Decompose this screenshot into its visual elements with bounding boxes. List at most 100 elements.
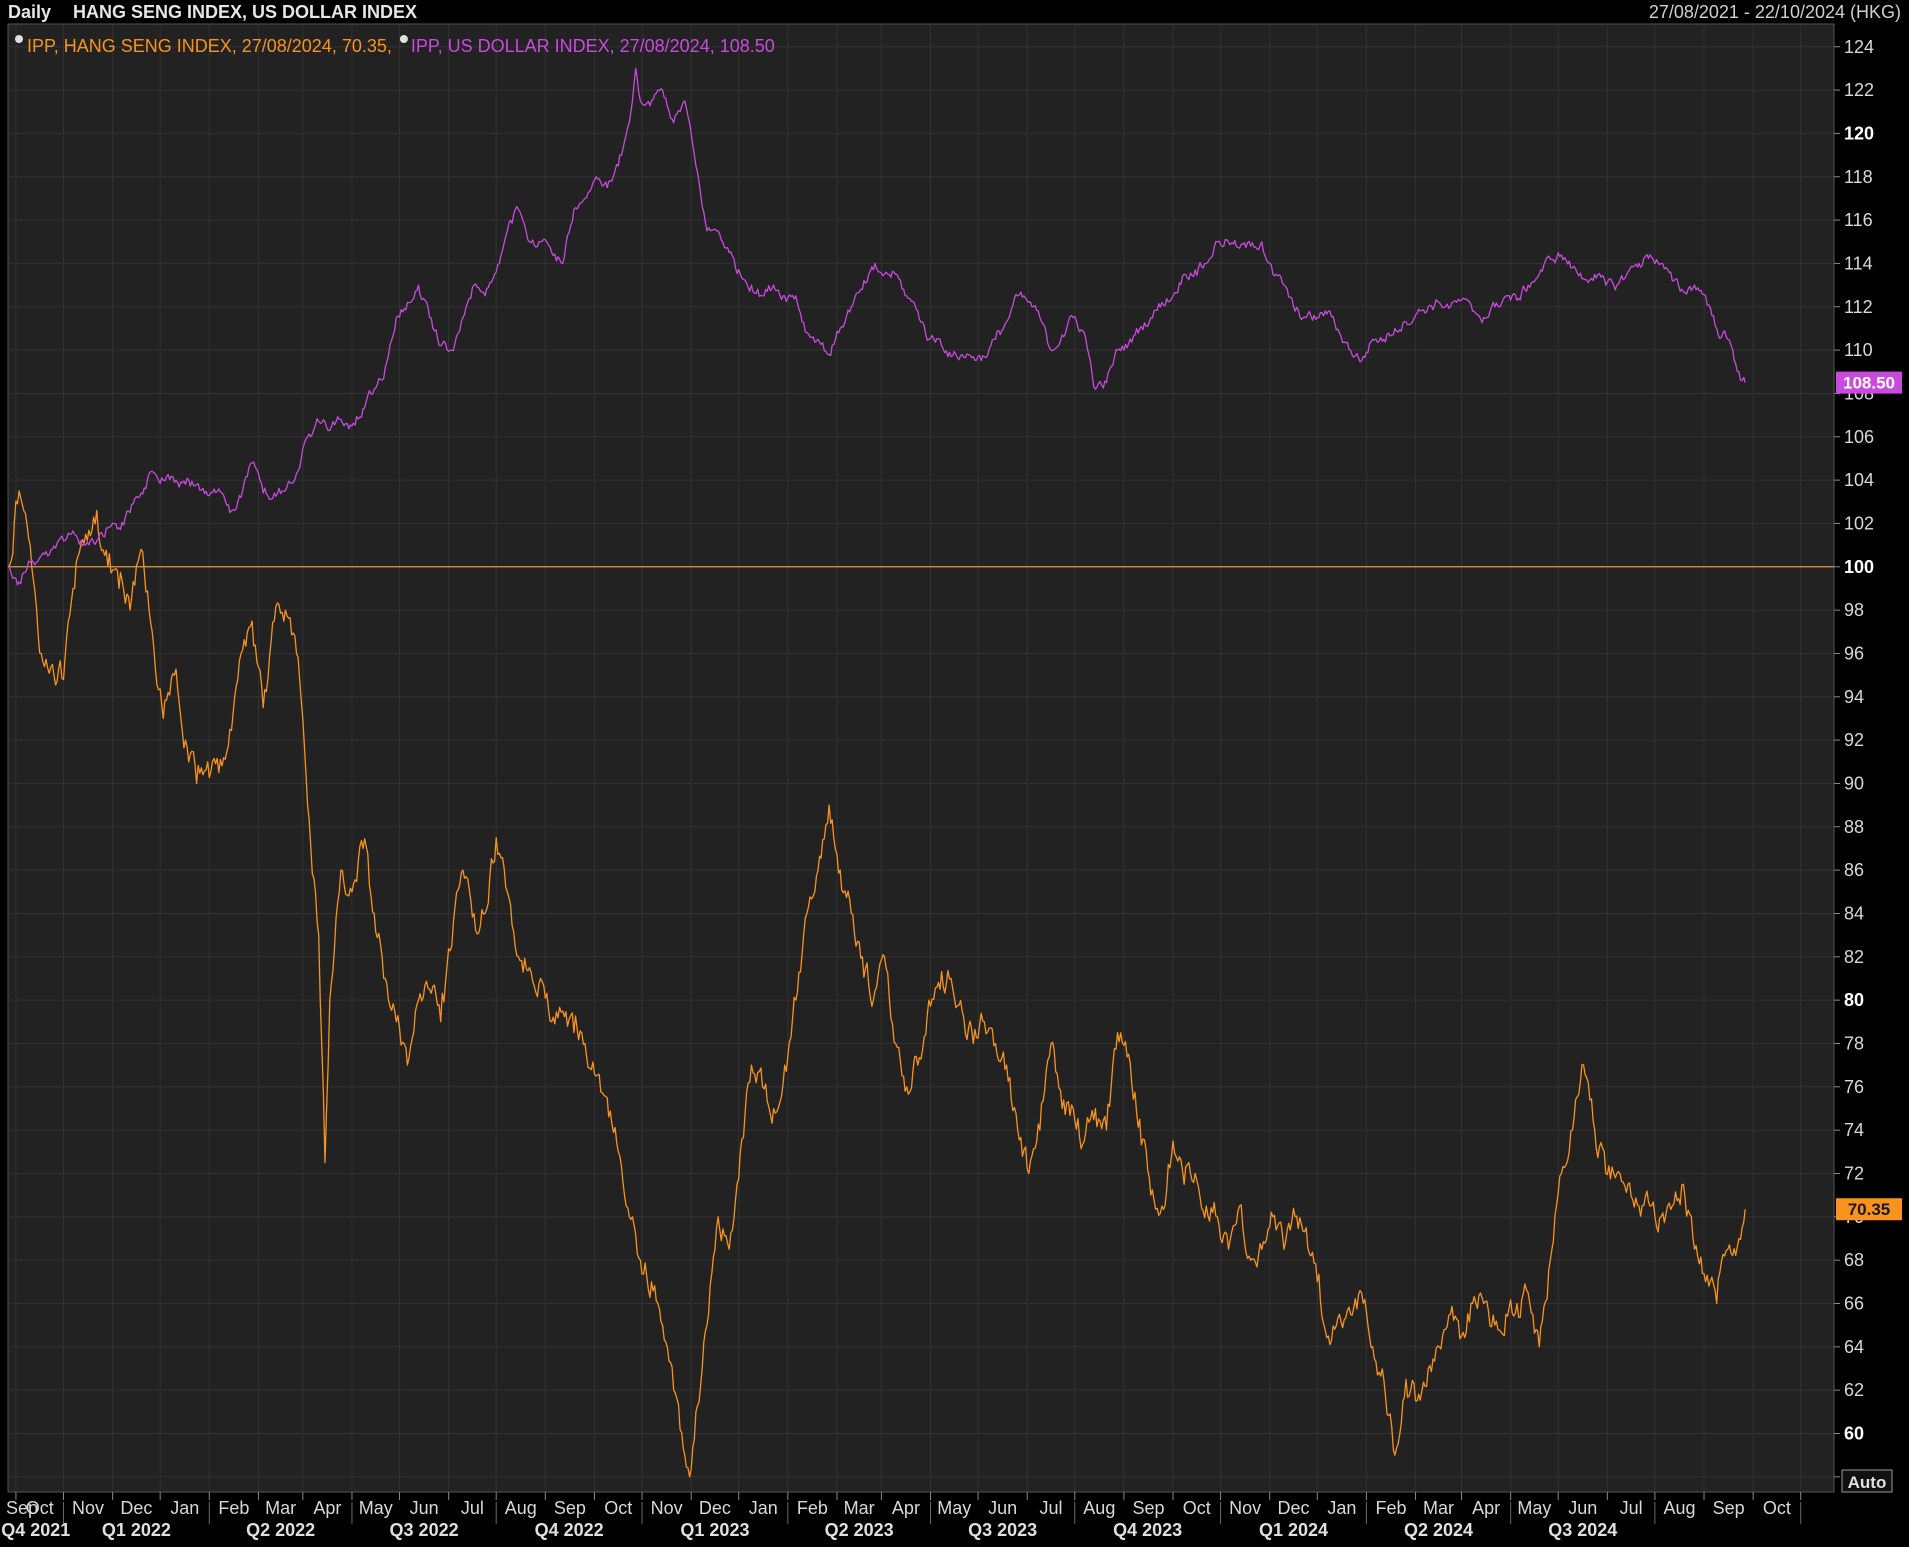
x-month-label: Dec xyxy=(120,1498,152,1518)
x-month-label: Aug xyxy=(1663,1498,1695,1518)
y-tick-label: 120 xyxy=(1844,123,1874,143)
x-month-label: Nov xyxy=(1229,1498,1261,1518)
y-tick-label: 94 xyxy=(1844,687,1864,707)
x-quarter-label: Q1 2022 xyxy=(102,1520,171,1540)
legend-usd-index-icon[interactable] xyxy=(399,35,408,43)
series-layer xyxy=(7,67,1746,1478)
x-month-label: May xyxy=(937,1498,971,1518)
x-quarter-label: Q3 2024 xyxy=(1548,1520,1617,1540)
last-value-label: 108.50 xyxy=(1843,374,1895,393)
y-tick-label: 68 xyxy=(1844,1250,1864,1270)
plot-area[interactable] xyxy=(7,23,1835,1493)
x-month-label: Aug xyxy=(1083,1498,1115,1518)
y-tick-label: 110 xyxy=(1844,340,1873,360)
y-tick-label: 124 xyxy=(1844,37,1874,57)
x-month-label: Jun xyxy=(410,1498,439,1518)
y-tick-label: 114 xyxy=(1844,253,1873,273)
x-month-label: Jul xyxy=(1620,1498,1643,1518)
last-value-labels: 70.35 108.50 xyxy=(1836,371,1902,1221)
y-tick-label: 100 xyxy=(1844,557,1874,577)
gridlines xyxy=(8,24,1834,1492)
series-line-hang-seng[interactable] xyxy=(7,490,1746,1478)
x-month-label: Mar xyxy=(265,1498,296,1518)
x-month-label: Mar xyxy=(844,1498,875,1518)
y-tick-label: 90 xyxy=(1844,773,1864,793)
y-tick-label: 102 xyxy=(1844,513,1874,533)
y-tick-label: 92 xyxy=(1844,730,1864,750)
x-month-label: Feb xyxy=(797,1498,828,1518)
x-month-label: Sep xyxy=(1132,1498,1164,1518)
y-tick-label: 112 xyxy=(1844,297,1873,317)
x-month-label: Oct xyxy=(1763,1498,1791,1518)
legend-usd-index[interactable]: IPP, US DOLLAR INDEX, 27/08/2024, 108.50 xyxy=(411,36,775,56)
y-tick-label: 82 xyxy=(1844,947,1864,967)
x-month-label: Mar xyxy=(1423,1498,1454,1518)
x-month-label: Oct xyxy=(604,1498,632,1518)
x-quarter-label: Q3 2023 xyxy=(968,1520,1037,1540)
y-tick-label: 104 xyxy=(1844,470,1874,490)
x-quarter-label: Q2 2024 xyxy=(1404,1520,1473,1540)
x-quarter-label: Q1 2024 xyxy=(1259,1520,1328,1540)
x-month-label: Feb xyxy=(1375,1498,1406,1518)
y-tick-label: 118 xyxy=(1844,167,1873,187)
x-quarter-label: Q3 2022 xyxy=(390,1520,459,1540)
x-month-label: Feb xyxy=(218,1498,249,1518)
y-tick-label: 66 xyxy=(1844,1293,1864,1313)
y-tick-label: 60 xyxy=(1844,1423,1864,1443)
last-value-label: 70.35 xyxy=(1848,1200,1891,1219)
x-month-label: Jul xyxy=(1039,1498,1062,1518)
y-tick-label: 78 xyxy=(1844,1033,1864,1053)
y-tick-label: 84 xyxy=(1844,903,1864,923)
x-month-label: Nov xyxy=(651,1498,683,1518)
chart-title: HANG SENG INDEX, US DOLLAR INDEX xyxy=(73,2,417,22)
x-month-label: Jan xyxy=(170,1498,199,1518)
y-tick-label: 76 xyxy=(1844,1077,1864,1097)
x-month-label: Oct xyxy=(26,1498,54,1518)
x-month-label: Dec xyxy=(699,1498,731,1518)
frequency-label[interactable]: Daily xyxy=(8,2,51,22)
x-month-label: Sep xyxy=(1713,1498,1745,1518)
last-value-badge xyxy=(1836,371,1902,394)
x-month-label: Jun xyxy=(988,1498,1017,1518)
x-month-label: Sep xyxy=(6,1498,38,1518)
legend: IPP, HANG SENG INDEX, 27/08/2024, 70.35,… xyxy=(15,35,775,56)
x-month-label: Jun xyxy=(1568,1498,1597,1518)
y-tick-label: 88 xyxy=(1844,817,1864,837)
y-tick-label: 74 xyxy=(1844,1120,1864,1140)
y-axis: 5860626466687072747678808284868890929496… xyxy=(1834,37,1874,1487)
x-quarter-label: Q4 2022 xyxy=(535,1520,604,1540)
x-month-label: Jul xyxy=(461,1498,484,1518)
y-tick-label: 72 xyxy=(1844,1163,1864,1183)
y-tick-label: 86 xyxy=(1844,860,1864,880)
auto-scale-label: Auto xyxy=(1848,1473,1887,1492)
x-quarter-label: Q2 2022 xyxy=(246,1520,315,1540)
x-month-label: Apr xyxy=(892,1498,920,1518)
y-tick-label: 98 xyxy=(1844,600,1864,620)
date-range[interactable]: 27/08/2021 - 22/10/2024 (HKG) xyxy=(1649,2,1901,22)
x-month-label: Oct xyxy=(1183,1498,1211,1518)
x-quarter-label: Q2 2023 xyxy=(825,1520,894,1540)
x-quarter-label: Q1 2023 xyxy=(680,1520,749,1540)
series-line-usd-index[interactable] xyxy=(7,67,1746,586)
x-month-label: Jan xyxy=(749,1498,778,1518)
y-tick-label: 80 xyxy=(1844,990,1864,1010)
auto-scale-button[interactable] xyxy=(1841,1469,1893,1493)
x-month-label: Apr xyxy=(313,1498,341,1518)
legend-hang-seng[interactable]: IPP, HANG SENG INDEX, 27/08/2024, 70.35, xyxy=(27,36,392,56)
x-month-label: Aug xyxy=(505,1498,537,1518)
x-month-label: May xyxy=(1517,1498,1551,1518)
last-value-badge xyxy=(1836,1198,1902,1221)
x-month-label: Jan xyxy=(1327,1498,1356,1518)
x-quarter-label: Q4 2021 xyxy=(1,1520,70,1540)
y-tick-label: 62 xyxy=(1844,1380,1864,1400)
x-month-label: Apr xyxy=(1472,1498,1500,1518)
x-quarter-label: Q4 2023 xyxy=(1113,1520,1182,1540)
legend-hang-seng-icon[interactable] xyxy=(15,35,23,43)
x-month-label: May xyxy=(359,1498,393,1518)
x-month-label: Sep xyxy=(554,1498,586,1518)
x-month-label: Dec xyxy=(1277,1498,1309,1518)
y-tick-label: 64 xyxy=(1844,1337,1864,1357)
